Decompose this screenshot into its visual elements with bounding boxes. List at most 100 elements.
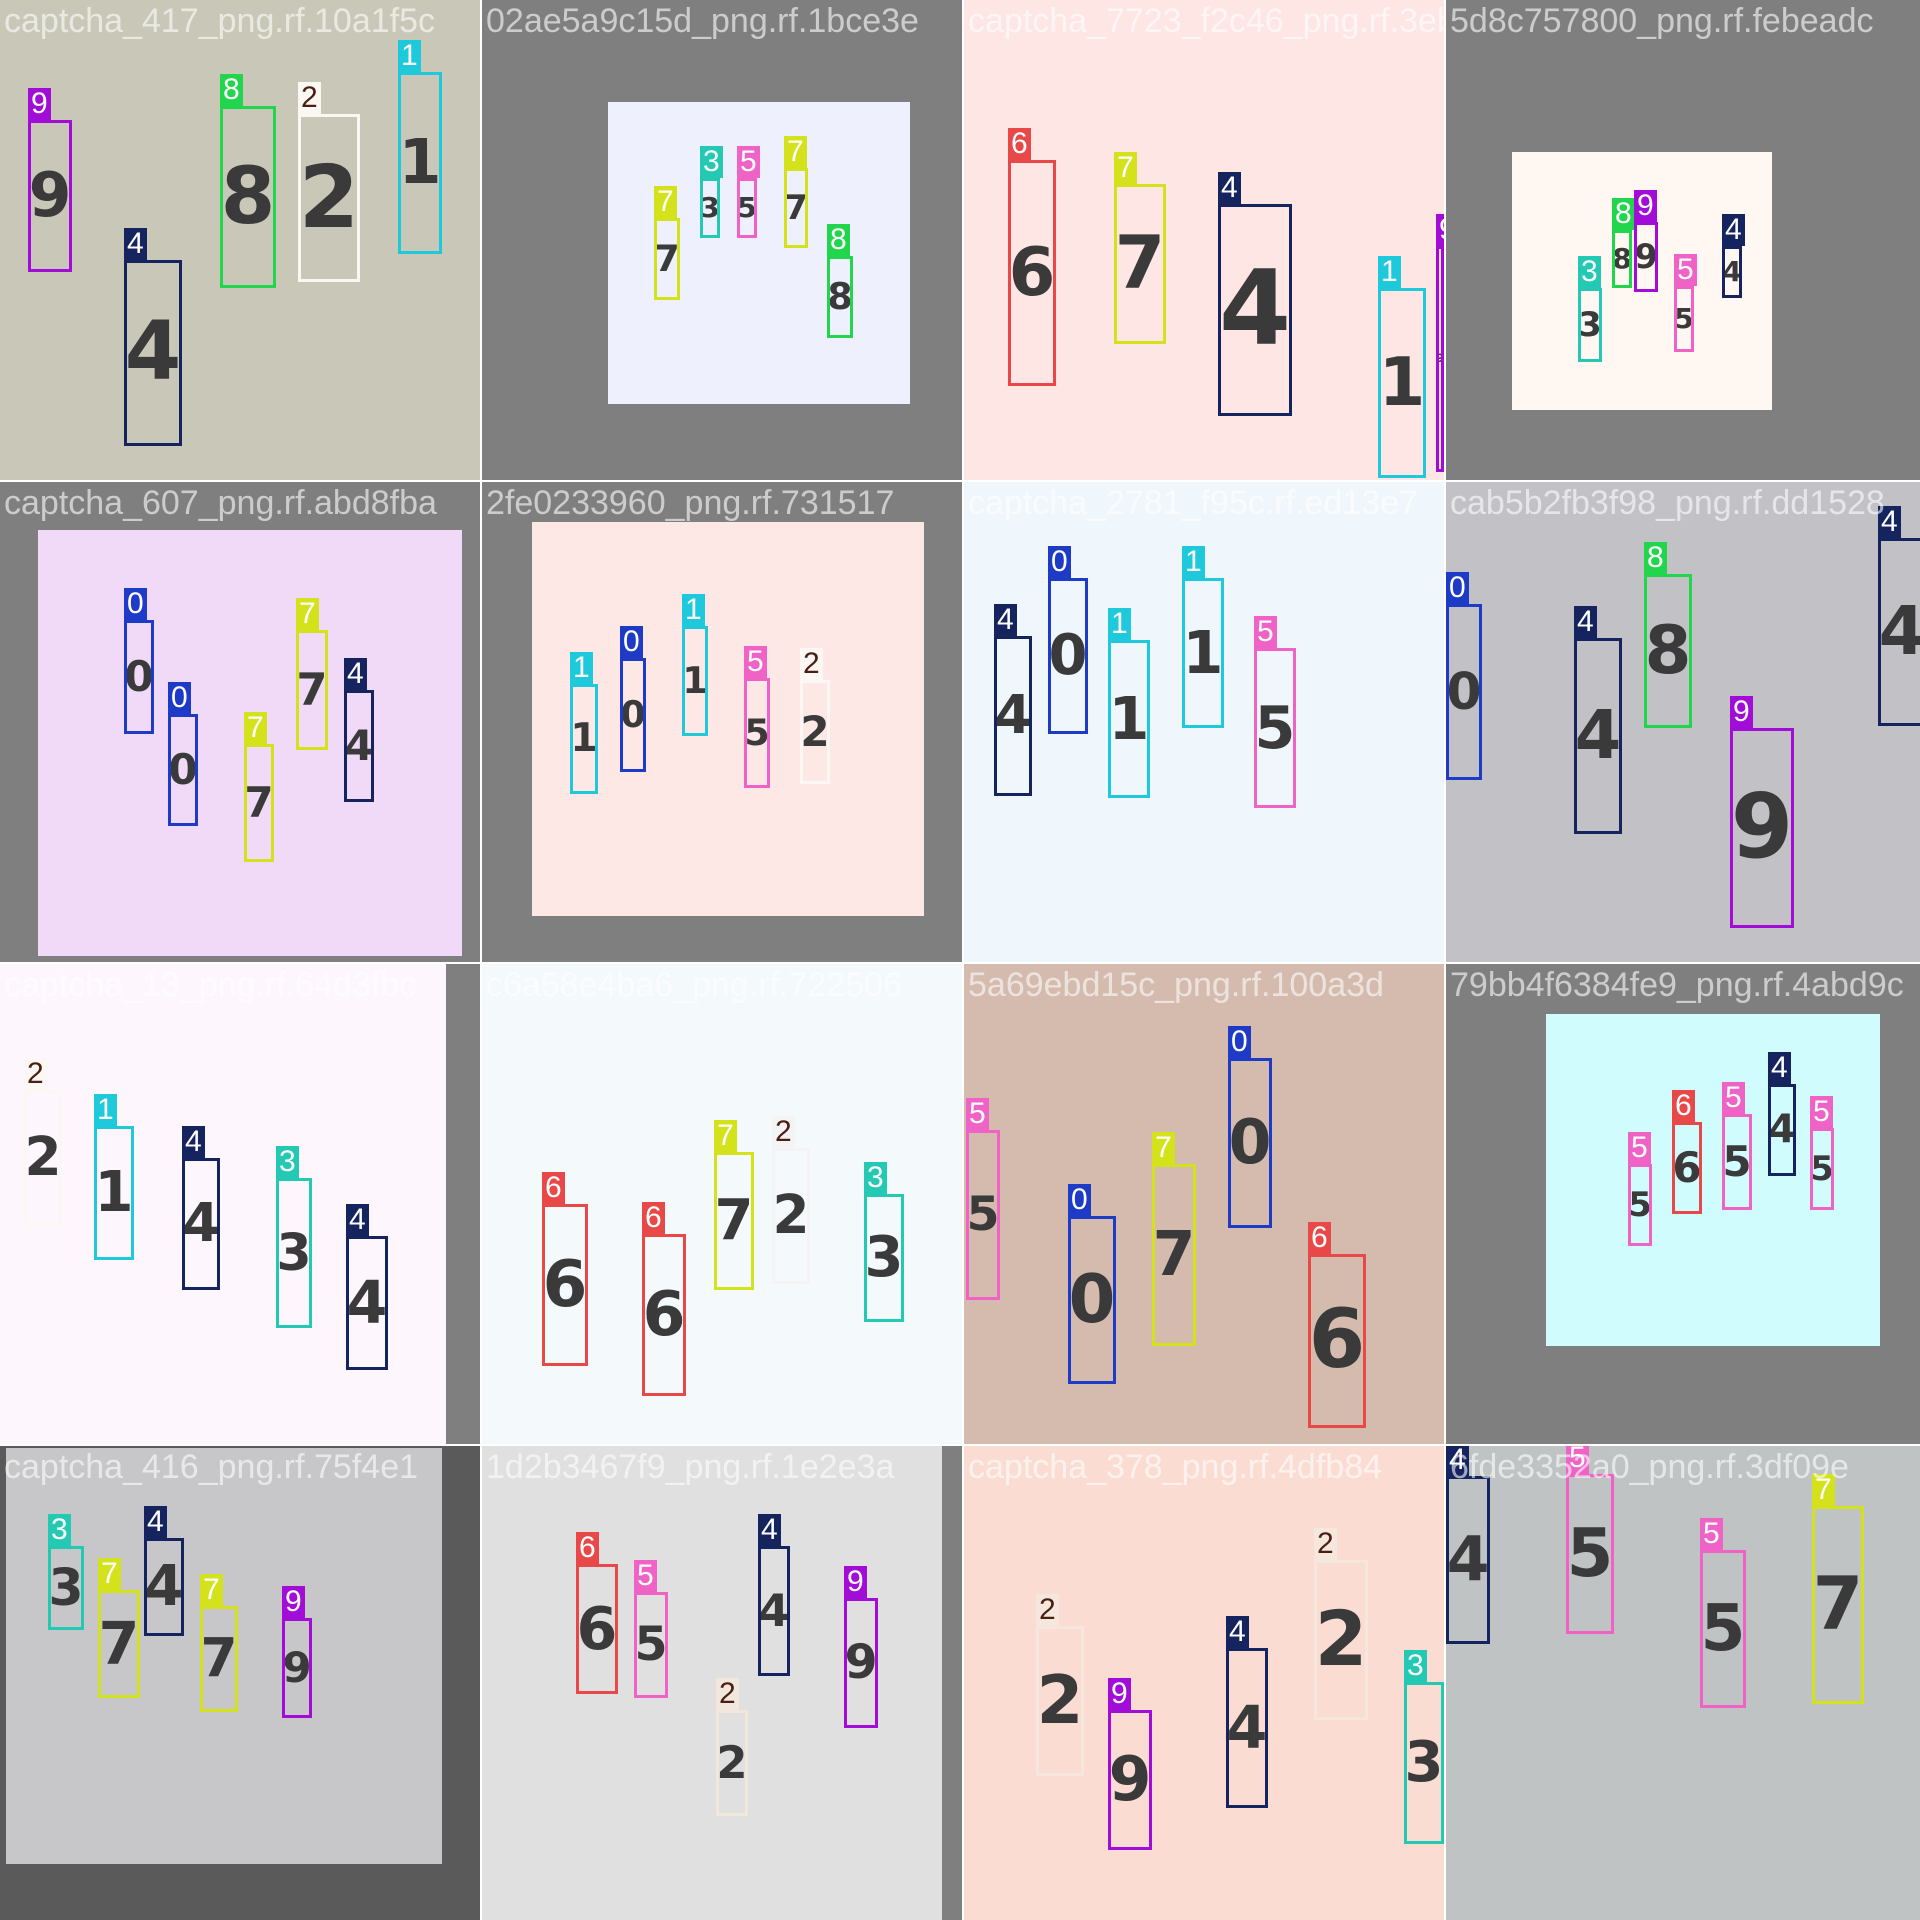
bounding-box xyxy=(1768,1084,1796,1176)
class-label-tag: 5 xyxy=(1722,1082,1745,1114)
captcha-image-area xyxy=(0,964,446,1444)
class-label-tag: 9 xyxy=(1436,214,1444,246)
captcha-digit: 9 xyxy=(282,1643,312,1692)
captcha-digit: 8 xyxy=(1644,611,1692,690)
captcha-digit: 7 xyxy=(1152,1218,1196,1291)
bounding-box xyxy=(1108,1710,1152,1850)
captcha-tile: 2 2 1 1 4 4 3 3 4 4 captcha_13_png.rf.64d3fbc xyxy=(0,964,480,1444)
class-label-tag: 5 xyxy=(1566,1446,1589,1474)
class-label-tag: 0 xyxy=(168,682,191,714)
bounding-box xyxy=(200,1606,238,1712)
bounding-box xyxy=(296,630,328,750)
captcha-digit: 4 xyxy=(994,684,1032,747)
captcha-tile: 3 3 8 8 9 9 5 5 4 4 5d8c757800_png.rf.febeadc xyxy=(1446,0,1920,480)
class-label-tag: 9 xyxy=(1634,190,1657,222)
captcha-digit: 7 xyxy=(1812,1561,1864,1647)
captcha-digit: 9 xyxy=(1108,1743,1152,1816)
class-label-tag: 4 xyxy=(1218,172,1241,204)
bounding-box xyxy=(1446,1476,1490,1644)
class-label-tag: 4 xyxy=(344,658,367,690)
filename-caption: captcha_378_png.rf.4dfb84 xyxy=(968,1448,1383,1486)
captcha-digit: 3 xyxy=(700,191,720,224)
class-label-tag: 0 xyxy=(620,626,643,658)
bounding-box xyxy=(220,106,276,288)
captcha-digit: 5 xyxy=(737,191,757,224)
captcha-digit: 4 xyxy=(344,721,374,770)
class-label-tag: 0 xyxy=(1446,572,1469,604)
bounding-box xyxy=(1730,728,1794,928)
class-label-tag: 5 xyxy=(1674,254,1697,286)
class-label-tag: 9 xyxy=(1108,1678,1131,1710)
bounding-box xyxy=(28,120,72,272)
bounding-box xyxy=(1404,1682,1444,1844)
bounding-box xyxy=(1878,538,1920,726)
filename-caption: 5d8c757800_png.rf.febeadc xyxy=(1450,2,1874,40)
class-label-tag: 4 xyxy=(182,1126,205,1158)
captcha-digit: 2 xyxy=(800,707,830,756)
captcha-digit: 5 xyxy=(1628,1185,1652,1225)
bounding-box xyxy=(620,658,646,772)
class-label-tag: 8 xyxy=(1644,542,1667,574)
bounding-box xyxy=(1036,1626,1084,1776)
bounding-box xyxy=(1008,160,1056,386)
captcha-digit: 0 xyxy=(1446,661,1482,721)
filename-caption: 79bb4f6384fe9_png.rf.4abd9c xyxy=(1450,966,1904,1004)
bounding-box xyxy=(298,114,360,282)
class-label-tag: 8 xyxy=(827,224,850,256)
bounding-box xyxy=(800,680,830,784)
class-label-tag: 4 xyxy=(124,228,147,260)
bounding-box xyxy=(98,1590,140,1698)
captcha-digit: 1 xyxy=(682,658,708,702)
class-label-tag: 6 xyxy=(1672,1090,1695,1122)
captcha-digit: 6 xyxy=(576,1593,618,1663)
captcha-digit: 6 xyxy=(1308,1293,1366,1388)
captcha-digit: 7 xyxy=(244,778,274,827)
bounding-box xyxy=(716,1710,748,1816)
captcha-digit: 3 xyxy=(1404,1730,1444,1795)
bounding-box xyxy=(966,1130,1000,1300)
bounding-box xyxy=(168,714,198,826)
bounding-box xyxy=(24,1090,62,1226)
captcha-digit: 2 xyxy=(24,1126,62,1189)
captcha-digit: 0 xyxy=(1068,1260,1116,1339)
captcha-image-area xyxy=(6,1448,442,1864)
captcha-digit: 3 xyxy=(48,1557,84,1617)
class-label-tag: 4 xyxy=(144,1506,167,1538)
class-label-tag: 1 xyxy=(1108,608,1131,640)
captcha-digit: 8 xyxy=(220,150,276,242)
bounding-box xyxy=(642,1234,686,1396)
class-label-tag: 3 xyxy=(700,146,723,178)
class-label-tag: 2 xyxy=(772,1116,795,1148)
bounding-box xyxy=(1182,578,1224,728)
bounding-box xyxy=(570,684,598,794)
class-label-tag: 2 xyxy=(298,82,321,114)
class-label-tag: 1 xyxy=(398,40,421,72)
bounding-box xyxy=(1644,574,1692,728)
class-label-tag: 1 xyxy=(570,652,593,684)
captcha-digit: 6 xyxy=(1672,1143,1702,1192)
captcha-digit: 5 xyxy=(966,1187,1000,1243)
captcha-digit: 1 xyxy=(398,126,442,199)
captcha-tile: 2 2 9 9 4 4 2 2 3 3 captcha_378_png.rf.4dfb84 xyxy=(964,1446,1444,1920)
bounding-box xyxy=(1114,184,1166,344)
bounding-box xyxy=(700,178,720,238)
captcha-digit: 2 xyxy=(298,146,360,248)
captcha-digit: 4 xyxy=(1878,592,1920,671)
class-label-tag: 7 xyxy=(200,1574,223,1606)
captcha-digit: 5 xyxy=(634,1617,668,1673)
bounding-box xyxy=(1566,1474,1614,1634)
class-label-tag: 4 xyxy=(994,604,1017,636)
bounding-box xyxy=(1308,1254,1366,1428)
bounding-box xyxy=(744,678,770,788)
filename-caption: 1d2b3467f9_png.rf.1e2e3a xyxy=(486,1448,895,1486)
bounding-box xyxy=(1812,1506,1864,1704)
captcha-digit: 8 xyxy=(827,274,853,318)
bounding-box xyxy=(182,1158,220,1290)
bounding-box xyxy=(714,1152,754,1290)
captcha-tile: 6677441199captcha_7723_f2c46_png.rf.3ebe… xyxy=(964,0,1444,480)
captcha-digit: 9 xyxy=(28,159,72,232)
class-label-tag: 6 xyxy=(642,1202,665,1234)
class-label-tag: 3 xyxy=(864,1162,887,1194)
bounding-box xyxy=(1446,604,1482,780)
